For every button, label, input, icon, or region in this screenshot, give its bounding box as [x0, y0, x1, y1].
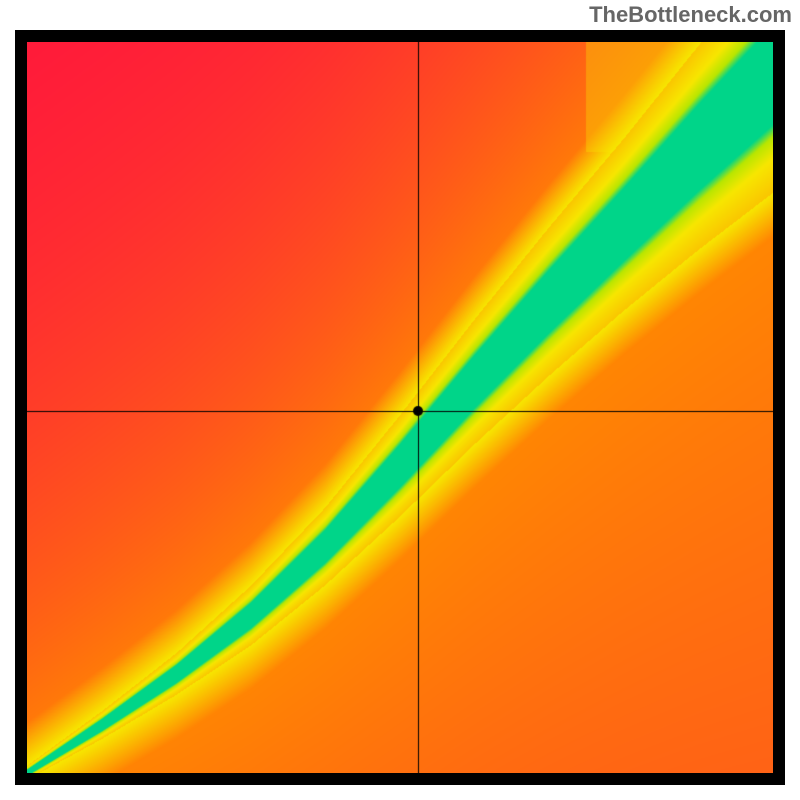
heatmap-frame — [15, 30, 785, 785]
chart-container: TheBottleneck.com — [0, 0, 800, 800]
watermark-text: TheBottleneck.com — [589, 2, 792, 28]
bottleneck-heatmap — [27, 42, 773, 773]
